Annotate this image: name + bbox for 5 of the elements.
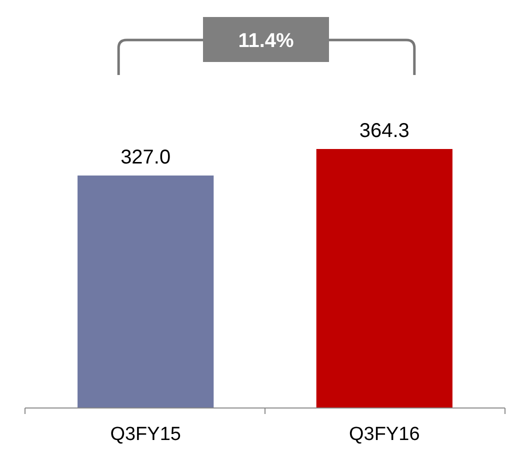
data-label: 327.0 xyxy=(120,146,171,169)
x-tick-label: Q3FY15 xyxy=(110,424,181,445)
text: 11.4% xyxy=(238,30,294,52)
x-tick-label: Q3FY16 xyxy=(349,424,420,445)
data-label: 364.3 xyxy=(359,120,410,142)
